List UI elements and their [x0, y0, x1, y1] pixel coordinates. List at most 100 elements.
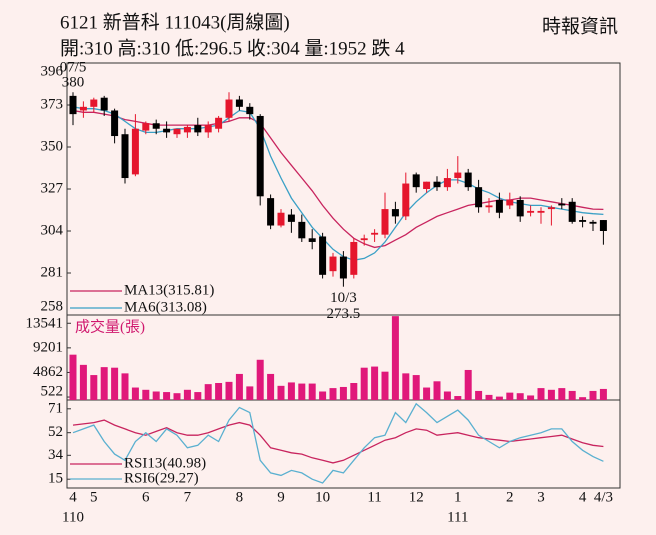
volume-bar: [204, 384, 212, 400]
candle-body: [121, 134, 129, 179]
volume-bar: [183, 389, 191, 400]
candle-body: [194, 125, 202, 133]
x-tick-label: 4: [579, 489, 587, 505]
candle-body: [558, 203, 566, 206]
volume-bar: [391, 316, 399, 400]
candle-body: [371, 232, 379, 235]
volume-bar: [215, 383, 223, 400]
volume-bar: [267, 373, 275, 400]
volume-bar: [412, 375, 420, 400]
candle-body: [267, 198, 275, 226]
volume-bar: [121, 373, 129, 400]
volume-bar: [131, 387, 139, 400]
candle-body: [433, 181, 441, 188]
candle-body: [204, 125, 212, 133]
volume-bar: [371, 366, 379, 400]
volume-bar: [111, 367, 119, 400]
x-tick-label: 9: [277, 489, 285, 505]
y-tick-label: 258: [41, 298, 64, 314]
candle-body: [579, 220, 587, 222]
x-tick-label: 7: [184, 489, 192, 505]
candle-body: [402, 183, 410, 217]
y-tick-label: 304: [41, 222, 64, 238]
annotation-date: 10/3: [330, 290, 357, 306]
volume-bar: [90, 375, 98, 400]
candle-body: [599, 220, 607, 231]
volume-bar: [79, 364, 87, 400]
candle-body: [111, 110, 119, 137]
volume-bar: [235, 373, 243, 400]
y-tick-label: 281: [41, 264, 64, 280]
candle-body: [391, 209, 399, 217]
legend-label: RSI6(29.27): [124, 470, 199, 486]
volume-bar: [599, 388, 607, 400]
candle-body: [350, 241, 358, 275]
volume-bar: [579, 397, 587, 400]
candle-body: [100, 97, 108, 111]
volume-bar: [568, 390, 576, 400]
volume-bar: [485, 394, 493, 400]
volume-bar: [402, 373, 410, 400]
y-tick-label: 4862: [33, 364, 63, 380]
quote-line: 開:310 高:310 低:296.5 收:304 量:1952 跌 4: [60, 37, 405, 59]
volume-bar: [558, 388, 566, 400]
volume-bar: [163, 392, 171, 400]
x-tick-label: 10: [315, 489, 330, 505]
candle-body: [163, 128, 171, 133]
volume-bar: [173, 393, 181, 400]
candle-body: [360, 238, 368, 241]
y-tick-label: 52: [48, 424, 63, 440]
y-tick-label: 15: [48, 471, 63, 487]
volume-bar: [319, 391, 327, 400]
volume-bar: [69, 354, 77, 400]
volume-bar: [381, 371, 389, 400]
x-tick-label: 3: [537, 489, 545, 505]
source: 時報資訊: [542, 15, 618, 37]
y-tick-label: 522: [41, 383, 64, 399]
volume-bar: [495, 396, 503, 400]
volume-bar: [350, 383, 358, 400]
annotation-value: 273.5: [327, 306, 361, 322]
x-year-label: 111: [447, 509, 468, 525]
y-tick-label: 71: [48, 400, 63, 416]
x-tick-label: 8: [236, 489, 244, 505]
candle-body: [183, 126, 191, 133]
volume-bar: [454, 396, 462, 400]
volume-bar: [256, 359, 264, 400]
candle-body: [215, 117, 223, 129]
candle-body: [256, 115, 264, 197]
x-tick-label: 4: [69, 489, 77, 505]
x-tick-label: 5: [90, 489, 98, 505]
candle-body: [454, 172, 462, 179]
candle-body: [277, 212, 285, 226]
candle-body: [527, 210, 535, 213]
candle-body: [547, 207, 555, 210]
volume-bar: [225, 381, 233, 400]
candle-body: [131, 128, 139, 175]
volume-bar: [475, 390, 483, 400]
legend-label: MA6(313.08): [124, 299, 207, 315]
candle-body: [90, 99, 98, 107]
y-tick-label: 13541: [26, 315, 64, 331]
volume-bar: [298, 383, 306, 400]
volume-bar: [547, 389, 555, 400]
x-tick-label: 12: [409, 489, 424, 505]
candle-body: [589, 221, 597, 224]
candle-body: [319, 236, 327, 275]
y-tick-label: 373: [41, 96, 64, 112]
candle-body: [443, 178, 451, 188]
x-tick-label: 6: [142, 489, 150, 505]
candle-body: [568, 201, 576, 222]
rsi-line: [72, 402, 604, 484]
volume-bar: [287, 382, 295, 400]
ma-line: [72, 109, 604, 249]
volume-bar: [516, 393, 524, 400]
candle-body: [423, 181, 431, 189]
candle-body: [516, 199, 524, 217]
candle-body: [475, 187, 483, 208]
candle-body: [287, 214, 295, 222]
volume-title: 成交量(張): [75, 317, 145, 335]
legend-label: MA13(315.81): [124, 282, 214, 298]
candle-body: [506, 199, 514, 206]
